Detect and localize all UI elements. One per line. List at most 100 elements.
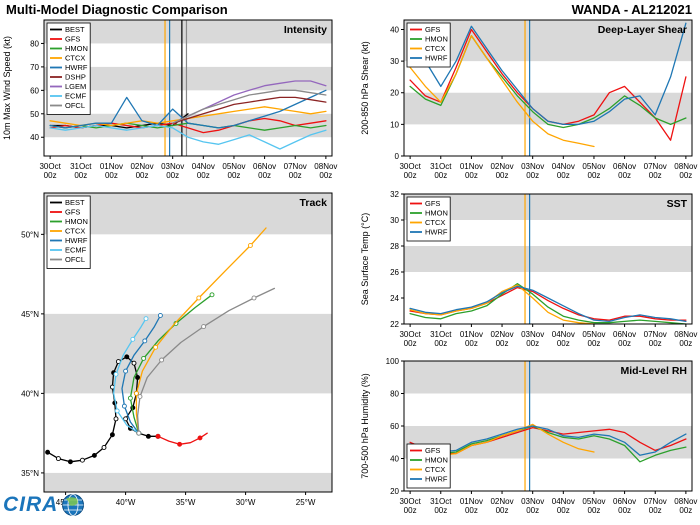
svg-text:02Nov: 02Nov bbox=[130, 162, 153, 171]
svg-text:Track: Track bbox=[300, 197, 328, 209]
svg-text:00z: 00z bbox=[588, 171, 601, 180]
svg-text:10: 10 bbox=[390, 120, 399, 129]
svg-text:00z: 00z bbox=[588, 339, 601, 348]
svg-text:HMON: HMON bbox=[425, 209, 448, 218]
svg-text:00z: 00z bbox=[526, 339, 539, 348]
svg-text:40: 40 bbox=[390, 25, 399, 34]
svg-text:HWRF: HWRF bbox=[425, 54, 448, 63]
svg-text:60: 60 bbox=[390, 422, 399, 431]
svg-text:GFS: GFS bbox=[425, 446, 440, 455]
svg-text:31Oct: 31Oct bbox=[430, 162, 452, 171]
svg-text:Mid-Level RH: Mid-Level RH bbox=[620, 365, 687, 377]
svg-text:00z: 00z bbox=[588, 506, 601, 515]
svg-text:05Nov: 05Nov bbox=[582, 497, 605, 506]
svg-text:01Nov: 01Nov bbox=[460, 497, 483, 506]
svg-text:BEST: BEST bbox=[65, 198, 85, 207]
svg-text:50°N: 50°N bbox=[21, 230, 39, 239]
svg-text:HWRF: HWRF bbox=[425, 228, 448, 237]
svg-text:28: 28 bbox=[390, 242, 399, 251]
svg-text:00z: 00z bbox=[557, 339, 570, 348]
svg-text:40: 40 bbox=[390, 455, 399, 464]
svg-text:00z: 00z bbox=[557, 506, 570, 515]
svg-text:00z: 00z bbox=[618, 339, 631, 348]
svg-text:80: 80 bbox=[30, 39, 39, 48]
rh-chart: 30Oct00z31Oct00z01Nov00z02Nov00z03Nov00z… bbox=[360, 357, 697, 515]
svg-text:00z: 00z bbox=[679, 339, 692, 348]
svg-text:GFS: GFS bbox=[65, 208, 80, 217]
svg-text:GFS: GFS bbox=[65, 35, 80, 44]
svg-text:04Nov: 04Nov bbox=[552, 330, 575, 339]
svg-text:00z: 00z bbox=[258, 171, 271, 180]
svg-text:DSHP: DSHP bbox=[65, 73, 86, 82]
svg-text:30: 30 bbox=[390, 57, 399, 66]
svg-text:00z: 00z bbox=[404, 339, 417, 348]
svg-text:07Nov: 07Nov bbox=[644, 330, 667, 339]
svg-text:OFCL: OFCL bbox=[65, 255, 85, 264]
svg-text:00z: 00z bbox=[679, 171, 692, 180]
svg-text:01Nov: 01Nov bbox=[460, 330, 483, 339]
svg-text:00z: 00z bbox=[465, 171, 478, 180]
svg-text:GFS: GFS bbox=[425, 199, 440, 208]
svg-text:HMON: HMON bbox=[425, 456, 448, 465]
svg-text:24: 24 bbox=[390, 294, 399, 303]
cira-logo-text: CIRA bbox=[3, 493, 59, 516]
svg-text:04Nov: 04Nov bbox=[192, 162, 215, 171]
svg-text:100: 100 bbox=[386, 357, 400, 366]
shear-chart: 30Oct00z31Oct00z01Nov00z02Nov00z03Nov00z… bbox=[360, 19, 697, 180]
svg-text:00z: 00z bbox=[166, 171, 179, 180]
svg-text:00z: 00z bbox=[404, 171, 417, 180]
svg-text:0: 0 bbox=[395, 152, 400, 161]
svg-text:01Nov: 01Nov bbox=[100, 162, 123, 171]
svg-text:45°N: 45°N bbox=[21, 310, 39, 319]
svg-text:08Nov: 08Nov bbox=[674, 162, 697, 171]
svg-text:31Oct: 31Oct bbox=[430, 330, 452, 339]
svg-text:HMON: HMON bbox=[65, 44, 88, 53]
svg-text:SST: SST bbox=[667, 198, 688, 210]
svg-text:02Nov: 02Nov bbox=[490, 330, 513, 339]
svg-text:02Nov: 02Nov bbox=[490, 497, 513, 506]
svg-text:Intensity: Intensity bbox=[284, 24, 327, 36]
svg-text:00z: 00z bbox=[136, 171, 149, 180]
svg-text:00z: 00z bbox=[434, 339, 447, 348]
svg-text:HWRF: HWRF bbox=[65, 236, 88, 245]
svg-text:07Nov: 07Nov bbox=[644, 162, 667, 171]
storm-id: WANDA - AL212021 bbox=[571, 2, 692, 17]
svg-text:35°N: 35°N bbox=[21, 469, 39, 478]
svg-text:30: 30 bbox=[390, 216, 399, 225]
svg-text:00z: 00z bbox=[649, 506, 662, 515]
svg-text:02Nov: 02Nov bbox=[490, 162, 513, 171]
svg-text:CTCX: CTCX bbox=[65, 227, 85, 236]
svg-text:20: 20 bbox=[390, 89, 399, 98]
svg-text:00z: 00z bbox=[105, 171, 118, 180]
svg-text:CTCX: CTCX bbox=[65, 54, 85, 63]
svg-text:30Oct: 30Oct bbox=[399, 162, 421, 171]
svg-text:22: 22 bbox=[390, 320, 399, 329]
svg-text:08Nov: 08Nov bbox=[314, 162, 337, 171]
svg-text:700-500 hPa Humidity (%): 700-500 hPa Humidity (%) bbox=[360, 373, 370, 479]
svg-text:00z: 00z bbox=[197, 171, 210, 180]
svg-text:Deep-Layer Shear: Deep-Layer Shear bbox=[598, 24, 687, 36]
svg-text:00z: 00z bbox=[496, 171, 509, 180]
svg-text:ECMF: ECMF bbox=[65, 246, 87, 255]
svg-text:ECMF: ECMF bbox=[65, 92, 87, 101]
svg-text:04Nov: 04Nov bbox=[552, 162, 575, 171]
svg-text:00z: 00z bbox=[649, 339, 662, 348]
svg-text:00z: 00z bbox=[618, 171, 631, 180]
svg-text:HMON: HMON bbox=[65, 217, 88, 226]
svg-text:00z: 00z bbox=[228, 171, 241, 180]
svg-text:00z: 00z bbox=[496, 339, 509, 348]
intensity-chart: 30Oct00z31Oct00z01Nov00z02Nov00z03Nov00z… bbox=[2, 19, 337, 180]
svg-text:00z: 00z bbox=[434, 171, 447, 180]
svg-text:00z: 00z bbox=[289, 171, 302, 180]
svg-text:00z: 00z bbox=[44, 171, 57, 180]
svg-text:04Nov: 04Nov bbox=[552, 497, 575, 506]
svg-text:03Nov: 03Nov bbox=[521, 497, 544, 506]
svg-text:BEST: BEST bbox=[65, 25, 85, 34]
svg-text:CTCX: CTCX bbox=[425, 218, 445, 227]
svg-text:00z: 00z bbox=[526, 171, 539, 180]
svg-text:40°W: 40°W bbox=[116, 498, 136, 507]
svg-text:40: 40 bbox=[30, 133, 39, 142]
svg-text:32: 32 bbox=[390, 190, 399, 199]
svg-text:80: 80 bbox=[390, 390, 399, 399]
svg-text:06Nov: 06Nov bbox=[613, 330, 636, 339]
